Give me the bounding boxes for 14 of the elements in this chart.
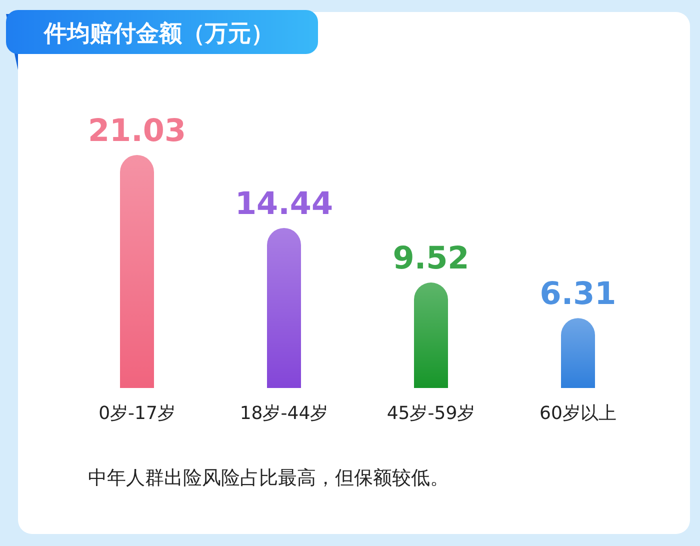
x-tick-label: 0岁-17岁: [98, 403, 176, 424]
x-tick-label: 18岁-44岁: [240, 403, 328, 424]
x-tick-label: 45岁-59岁: [386, 403, 476, 424]
data-label: 21.03: [88, 113, 186, 149]
text: 中年人群出险风险占比最高，但保额较低。: [88, 467, 449, 489]
bar: [414, 282, 448, 388]
bar: [120, 155, 154, 388]
data-label: 9.52: [392, 240, 470, 277]
bar: [561, 318, 595, 388]
data-label: 6.31: [540, 276, 616, 312]
chart-title: 件均赔付金额（万元）: [43, 21, 274, 47]
data-label: 14.44: [234, 186, 334, 222]
x-tick-label: 60岁以上: [540, 403, 616, 424]
bar: [267, 228, 301, 388]
